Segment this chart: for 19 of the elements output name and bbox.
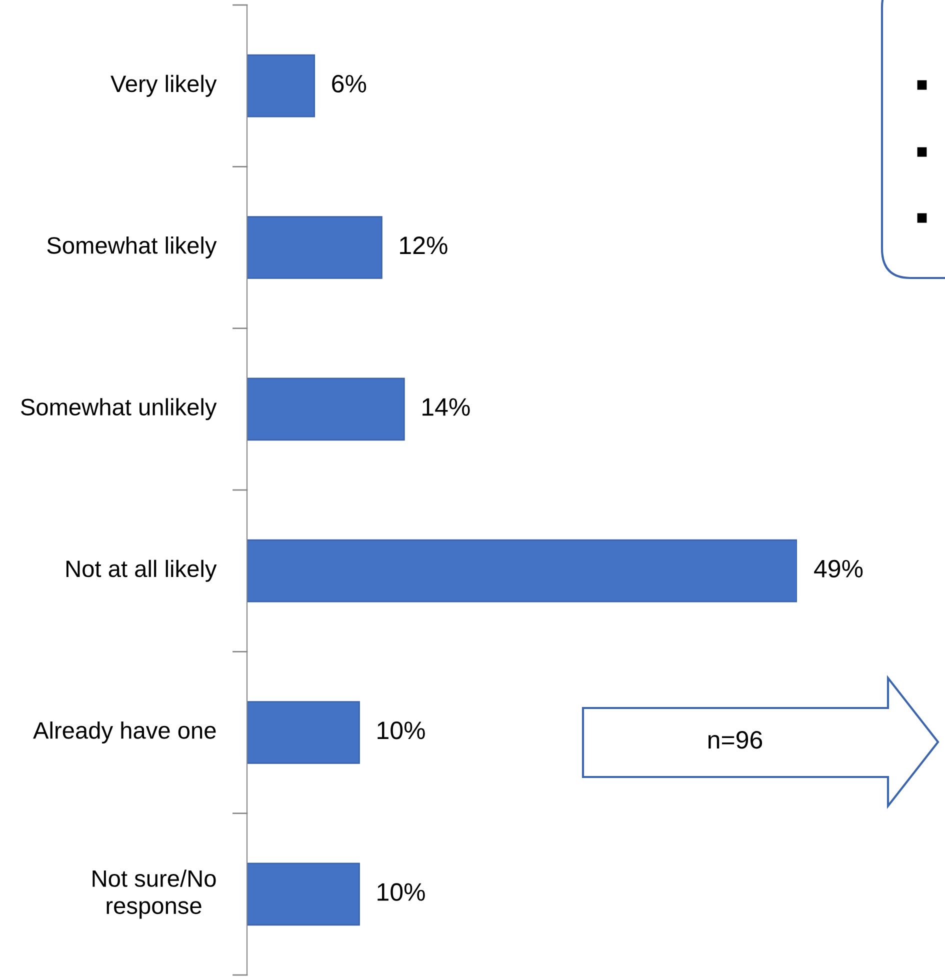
bar <box>247 862 360 926</box>
bar <box>247 216 382 279</box>
y-tick-label: Already have one <box>33 721 216 744</box>
y-tick-label: Not at all likely <box>66 560 217 582</box>
data-label: 6% <box>332 74 366 93</box>
data-label: 10% <box>378 722 425 740</box>
y-tick-label: Somewhat likely <box>47 236 217 259</box>
bar <box>247 701 360 764</box>
data-label: 12% <box>400 236 448 254</box>
data-label: 14% <box>422 398 470 416</box>
y-tick-label: Very likely <box>110 74 217 97</box>
data-label: 49% <box>814 560 863 578</box>
y-tick-label: Not sure/No response <box>92 870 216 919</box>
bar <box>247 54 316 118</box>
annotation: n=96 <box>708 731 762 749</box>
bar <box>247 539 797 602</box>
bar <box>247 378 405 441</box>
data-label: 10% <box>378 883 425 901</box>
y-tick-label: Somewhat unlikely <box>20 398 217 420</box>
